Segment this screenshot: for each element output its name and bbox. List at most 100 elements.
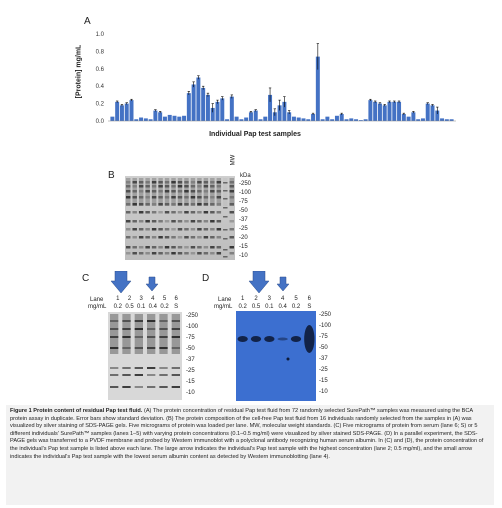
- lane-concentration: S: [307, 304, 312, 310]
- gel-smear: [110, 314, 119, 354]
- gel-band: [110, 386, 119, 388]
- gel-band: [126, 196, 131, 199]
- gel-band: [190, 181, 196, 184]
- gel-band: [184, 196, 189, 199]
- caption-title: Figure 1 Protein content of residual Pap…: [10, 408, 143, 414]
- gel-band: [158, 181, 163, 184]
- gel-band: [164, 185, 170, 188]
- bar: [253, 110, 258, 121]
- bar: [311, 114, 316, 121]
- gel-band: [229, 220, 234, 223]
- gel-band: [171, 320, 180, 322]
- gel-band: [158, 236, 163, 239]
- panel-b-mw-header: MW: [230, 154, 237, 166]
- gel-band: [229, 228, 234, 231]
- mw-marker-label: -250: [186, 313, 199, 319]
- bar: [153, 110, 158, 121]
- gel-band: [126, 228, 131, 231]
- gel-band: [216, 246, 222, 249]
- lane-number: 6: [174, 296, 178, 302]
- bar: [325, 116, 330, 121]
- gel-band: [147, 336, 156, 338]
- gel-band: [190, 220, 196, 223]
- gel-band: [151, 185, 157, 188]
- lane-number: 2: [254, 296, 258, 302]
- gel-band: [110, 336, 119, 338]
- gel-band: [151, 220, 157, 223]
- gel-band: [171, 220, 176, 223]
- gel-smear: [159, 314, 168, 354]
- gel-band: [110, 320, 119, 322]
- bar: [296, 117, 301, 121]
- bar: [406, 116, 411, 121]
- gel-smear: [171, 178, 176, 206]
- gel-band: [184, 181, 189, 184]
- gel-band: [197, 211, 202, 214]
- lane-concentration: 0.4: [148, 304, 157, 310]
- bar: [148, 119, 153, 121]
- bar: [301, 118, 306, 121]
- gel-band: [216, 252, 222, 255]
- gel-band: [171, 386, 180, 388]
- gel-band: [132, 190, 137, 193]
- blot-band: [264, 336, 275, 342]
- gel-band: [151, 236, 157, 239]
- gel-band: [159, 374, 168, 376]
- gel-band: [184, 246, 189, 249]
- gel-band: [177, 246, 183, 249]
- gel-band: [138, 181, 144, 184]
- gel-band: [164, 190, 170, 193]
- bar: [205, 94, 210, 121]
- gel-band: [151, 228, 157, 231]
- gel-band: [184, 220, 189, 223]
- bar: [401, 114, 406, 121]
- gel-band: [132, 196, 137, 199]
- gel-band: [158, 190, 163, 193]
- lane-number: 3: [267, 296, 271, 302]
- gel-band: [145, 220, 150, 223]
- gel-band: [158, 246, 163, 249]
- mw-marker-label: -20: [239, 235, 248, 241]
- gel-band: [177, 220, 183, 223]
- bar: [330, 119, 335, 121]
- bar: [124, 103, 129, 121]
- gel-band: [122, 320, 131, 322]
- gel-band: [171, 252, 176, 255]
- gel-band: [138, 236, 144, 239]
- gel-band: [132, 220, 137, 223]
- mw-marker-label: -37: [239, 217, 248, 223]
- gel-band: [216, 211, 222, 214]
- gel-band: [151, 196, 157, 199]
- gel-smear: [151, 178, 157, 206]
- gel-smear: [223, 178, 228, 206]
- gel-band: [145, 190, 150, 193]
- gel-band: [197, 252, 202, 255]
- gel-band: [203, 220, 209, 223]
- bar: [177, 116, 182, 121]
- bar: [282, 101, 287, 121]
- gel-band: [190, 196, 196, 199]
- gel-band: [190, 246, 196, 249]
- gel-band: [223, 198, 228, 200]
- bar: [158, 112, 163, 121]
- panel-c-markers: -250 -100 -75 -50 -37 -25 -15 -10: [186, 313, 198, 401]
- lane-number: 2: [127, 296, 132, 302]
- gel-band: [145, 252, 150, 255]
- bar: [287, 112, 292, 121]
- gel-band: [159, 328, 168, 330]
- gel-band: [132, 246, 137, 249]
- bar: [196, 77, 201, 121]
- small-arrow-icon: [276, 276, 290, 292]
- gel-band: [138, 196, 144, 199]
- gel-band: [203, 236, 209, 239]
- gel-band: [158, 203, 163, 206]
- bar: [344, 119, 349, 121]
- lane-number: 6: [307, 296, 311, 302]
- mw-marker-label: -15: [186, 379, 195, 385]
- gel-band: [210, 252, 215, 255]
- gel-band: [210, 246, 215, 249]
- bar: [244, 117, 249, 121]
- gel-band: [184, 203, 189, 206]
- gel-band: [171, 203, 176, 206]
- mw-marker-label: -75: [239, 199, 248, 205]
